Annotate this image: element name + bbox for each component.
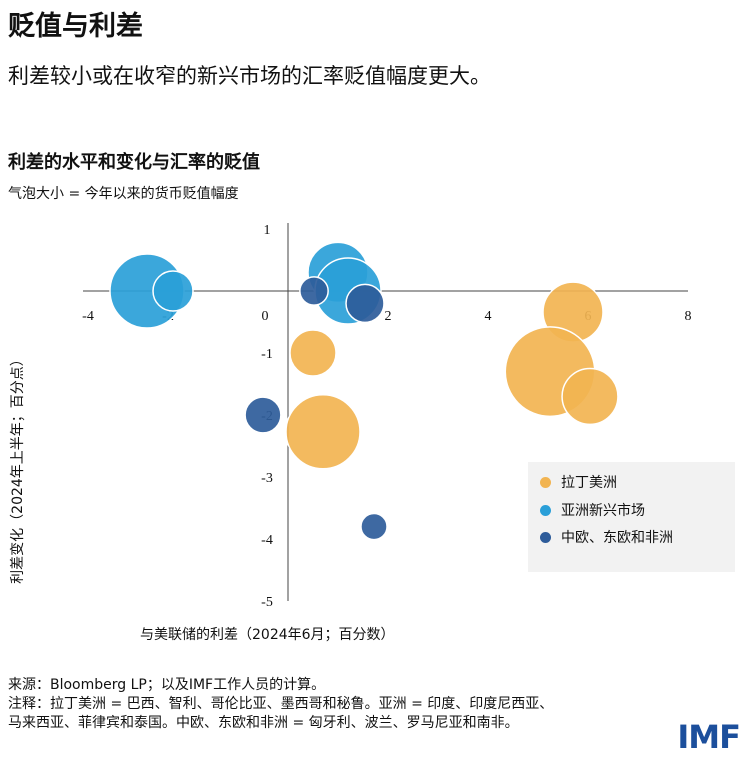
footnotes: 来源：Bloomberg LP；以及IMF工作人员的计算。 注释：拉丁美洲 = … [8,676,553,733]
x-tick-label: 4 [485,309,492,324]
x-tick-label: -4 [82,309,94,324]
chart-title: 利差的水平和变化与汇率的贬值 [8,152,260,173]
x-tick-label: 8 [685,309,692,324]
legend-label: 中欧、东欧和非洲 [561,530,673,546]
legend-label: 拉丁美洲 [561,475,617,491]
y-tick-label: -1 [261,347,273,362]
bubble-series-2 [345,283,385,324]
legend-label: 亚洲新兴市场 [561,503,645,519]
y-tick-label: -3 [261,471,273,486]
legend-swatch [540,504,551,516]
page-title: 贬值与利差 [8,11,143,42]
legend-item-ceemea: 中欧、东欧和非洲 [540,527,673,547]
bubble-series-2 [299,276,329,306]
legend-item-latin-america: 拉丁美洲 [540,472,617,492]
imf-logo: IMF [677,718,741,756]
bubble-series-2 [244,396,282,434]
note-line-2: 马来西亚、菲律宾和泰国。中欧、东欧和非洲 = 匈牙利、波兰、罗马尼亚和南非。 [8,715,519,731]
legend-swatch [540,476,551,488]
x-tick-label: 2 [385,309,392,324]
y-tick-label: -4 [261,533,273,548]
x-axis-label: 与美联储的利差（2024年6月；百分数） [140,627,395,643]
legend-item-emerging-asia: 亚洲新兴市场 [540,500,645,520]
chart-subtitle: 气泡大小 = 今年以来的货币贬值幅度 [8,186,239,202]
bubble-series-0 [289,329,337,377]
bubble-series-0 [285,393,361,470]
page-subtitle: 利差较小或在收窄的新兴市场的汇率贬值幅度更大。 [8,64,491,88]
x-tick-label: 0 [262,309,269,324]
bubble-series-0 [561,367,619,426]
source-note: 来源：Bloomberg LP；以及IMF工作人员的计算。 [8,677,326,693]
y-axis-label: 利差变化（2024年上半年；百分点） [10,352,26,584]
bubble-series-1 [152,270,194,312]
y-tick-label: 1 [264,223,271,238]
note-line-1: 注释：拉丁美洲 = 巴西、智利、哥伦比亚、墨西哥和秘鲁。亚洲 = 印度、印度尼西… [8,696,554,712]
legend-swatch [540,531,551,543]
bubble-series-2 [360,512,388,541]
y-tick-label: -5 [261,595,273,610]
legend: 拉丁美洲 亚洲新兴市场 中欧、东欧和非洲 [528,462,735,572]
bubble-chart: -4-2024681-1-2-3-4-5 [82,223,692,610]
